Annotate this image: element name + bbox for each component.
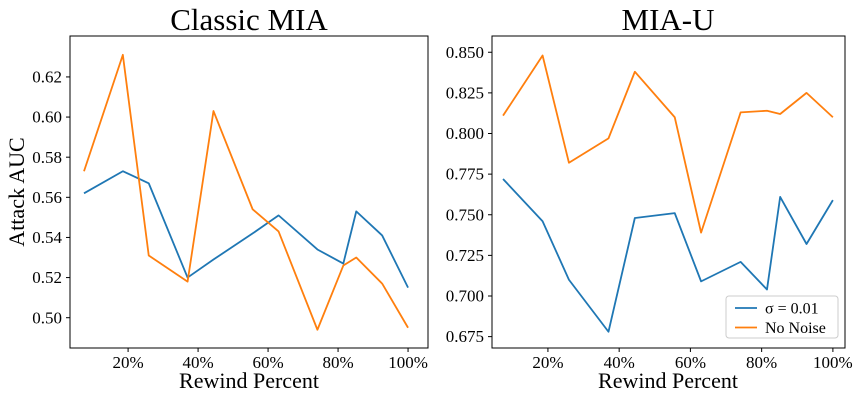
x-axis-label: Rewind Percent	[179, 368, 319, 393]
y-tick-label: 0.50	[32, 308, 62, 327]
x-axis-label: Rewind Percent	[598, 368, 738, 393]
x-tick-label: 100%	[388, 353, 428, 372]
plot-frame	[491, 35, 846, 349]
legend: σ = 0.01 No Noise	[725, 295, 839, 339]
x-tick-label: 60%	[675, 353, 706, 372]
plot-frame	[69, 35, 429, 349]
x-tick-label: 20%	[113, 353, 144, 372]
y-tick-label: 0.800	[446, 124, 484, 143]
y-tick-label: 0.56	[32, 188, 62, 207]
classic-mia-plot: Classic MIA Rewind Percent Attack AUC 0.…	[4, 2, 429, 393]
mia-u-plot: MIA-U Rewind Percent 0.675 0.700 0.725 0.75…	[446, 2, 853, 393]
x-tick-label: 60%	[252, 353, 283, 372]
y-tick-label: 0.725	[446, 246, 484, 265]
series-line-0	[83, 170, 409, 289]
x-tick-label: 80%	[322, 353, 353, 372]
y-axis-label: Attack AUC	[4, 137, 29, 246]
y-tick-label: 0.775	[446, 165, 484, 184]
chart-title: MIA-U	[622, 2, 715, 37]
x-tick-label: 100%	[813, 353, 853, 372]
series-line-0	[502, 178, 834, 333]
y-tick-label: 0.60	[32, 108, 62, 127]
series-line-1	[83, 53, 409, 331]
legend-label: No Noise	[765, 320, 826, 337]
x-tick-label: 80%	[746, 353, 777, 372]
y-tick-label: 0.700	[446, 287, 484, 306]
x-tick-label: 40%	[604, 353, 635, 372]
y-tick-label: 0.54	[32, 228, 62, 247]
y-tick-label: 0.825	[446, 83, 484, 102]
x-tick-label: 20%	[532, 353, 563, 372]
chart-title: Classic MIA	[170, 2, 328, 37]
y-tick-label: 0.850	[446, 43, 484, 62]
x-tick-label: 40%	[182, 353, 213, 372]
y-tick-label: 0.52	[32, 268, 62, 287]
y-tick-label: 0.58	[32, 148, 62, 167]
y-tick-label: 0.675	[446, 327, 484, 346]
y-tick-label: 0.62	[32, 68, 62, 87]
series-line-1	[502, 54, 834, 234]
y-tick-label: 0.750	[446, 205, 484, 224]
legend-label: σ = 0.01	[765, 300, 819, 317]
